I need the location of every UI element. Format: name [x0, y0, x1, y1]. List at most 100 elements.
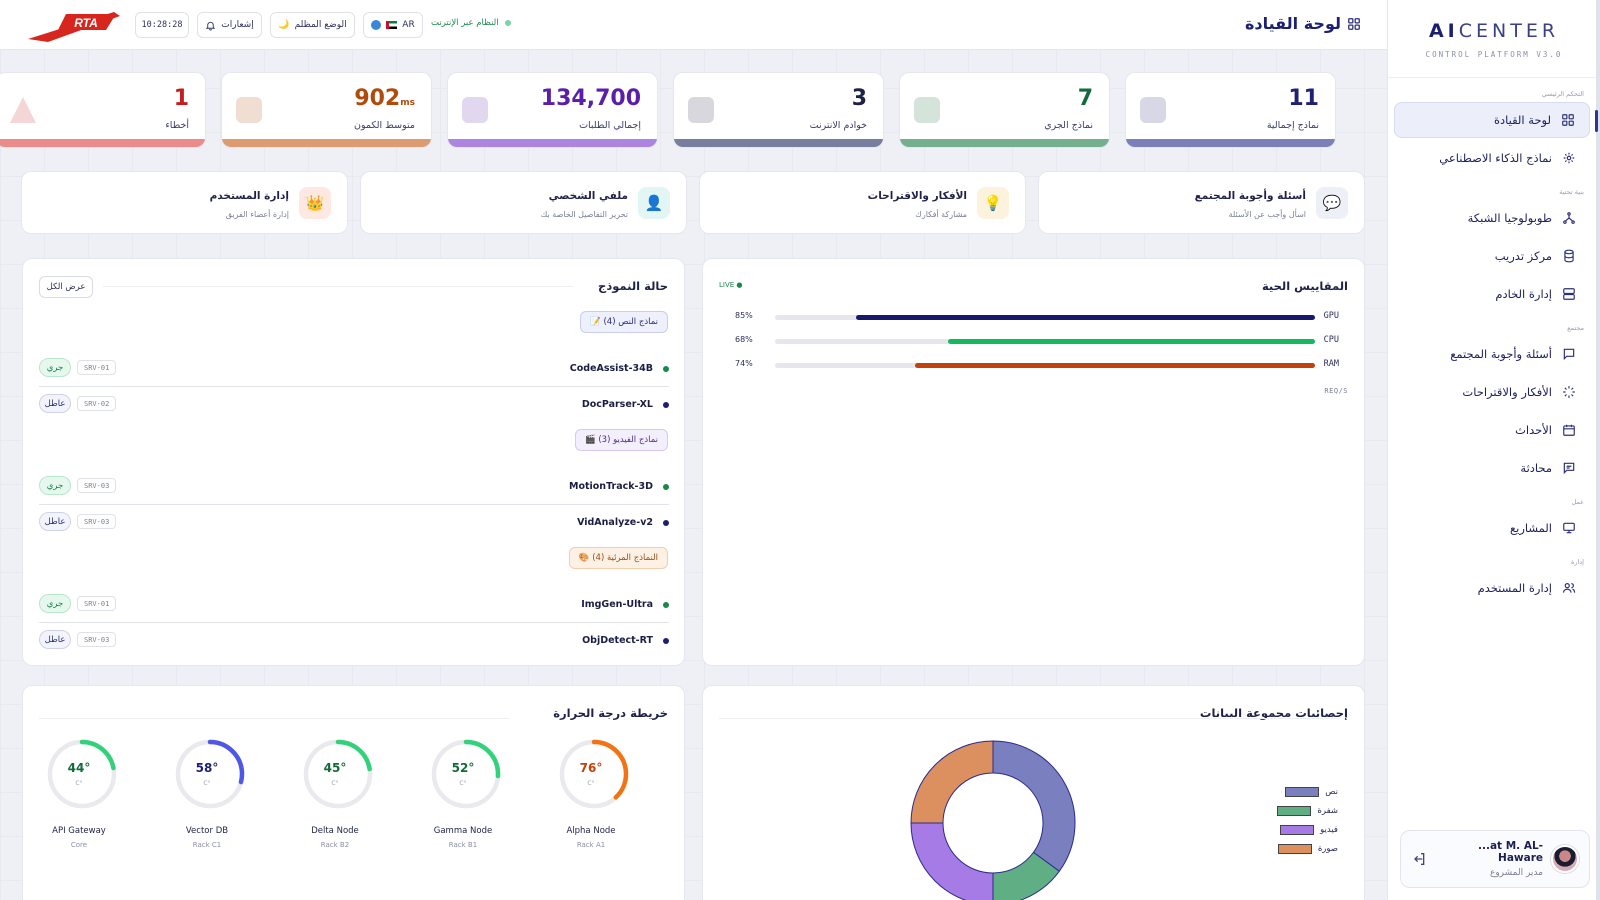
sidebar-item-dashboard[interactable]: لوحة القيادة [1394, 102, 1598, 138]
quick-link-card[interactable]: 👤 ملفي الشخصي تحرير التفاصيل الخاصة بك [360, 171, 687, 234]
model-name: ObjDetect-RT [582, 635, 653, 646]
quick-link-card[interactable]: 💡 الأفكار والاقتراحات مشاركة أفكارك [699, 171, 1026, 234]
reqs-label: REQ/S [1324, 387, 1348, 395]
logo-text: RTA [74, 16, 98, 30]
grid-icon [1348, 17, 1360, 30]
clock-text: 10:28:28 [141, 20, 183, 30]
language-button[interactable]: AR [363, 12, 423, 38]
metric-name: RAM [1323, 359, 1339, 369]
quick-link-subtitle: مشاركة أفكارك [915, 210, 967, 219]
model-group-tag[interactable]: 📝 نماذج النص (4) [580, 311, 668, 333]
notifications-button[interactable]: إشعارات [197, 12, 262, 38]
gauge-unit: C° [331, 780, 339, 787]
quick-link-icon: 👑 [299, 187, 331, 219]
model-name: VidAnalyze-v2 [577, 517, 653, 528]
sidebar-item-chat[interactable]: محادثة [1394, 450, 1590, 486]
donut-slice-1[interactable] [992, 740, 1076, 872]
gauge-ring [175, 739, 245, 809]
page-title-text: لوحة القيادة [1244, 14, 1341, 33]
bolt-icon [914, 97, 940, 123]
section-infra: بنية تحتية [1559, 188, 1584, 196]
quick-link-icon: 💬 [1316, 187, 1348, 219]
sidebar-item-label: الأحداث [1515, 423, 1552, 437]
model-row[interactable]: ObjDetect-RT SRV-03 عاطل [39, 623, 669, 659]
title-divider [103, 286, 573, 287]
legend-item[interactable]: نص [1277, 782, 1338, 801]
model-name: ImgGen-Ultra [581, 599, 653, 610]
sidebar-scrollbar[interactable] [1596, 0, 1600, 900]
moon-icon: 🌙 [278, 20, 290, 30]
donut-slice-2[interactable] [992, 851, 1061, 900]
model-row[interactable]: ImgGen-Ultra SRV-01 جري [39, 587, 669, 623]
quick-link-card[interactable]: 💬 أسئلة وأجوبة المجتمع اسأل وأجب عن الأسئل… [1038, 171, 1365, 234]
globe-icon [371, 20, 382, 30]
logout-icon[interactable] [1411, 851, 1427, 867]
section-admin: إدارة [1570, 558, 1584, 566]
temperature-gauge[interactable]: 58° C° Vector DB Rack C1 [170, 737, 250, 857]
node-rack: Rack C1 [192, 841, 222, 849]
dataset-stats-panel: إحصائيات مجموعة البيانات نص شفرة فيديو صورة [702, 685, 1365, 900]
quick-link-icon: 👤 [638, 187, 670, 219]
model-row[interactable]: CodeAssist-34B SRV-01 جري [39, 351, 669, 387]
sidebar-item-ai-models[interactable]: نماذج الذكاء الاصطناعي [1394, 140, 1590, 176]
stat-card: 1 أخطاء [0, 72, 206, 148]
donut-slice-3[interactable] [910, 822, 994, 900]
avatar [1551, 845, 1579, 873]
donut-slice-4[interactable] [910, 740, 994, 824]
legend-item[interactable]: شفرة [1277, 801, 1338, 820]
section-main: التحكم الرئيسي [1541, 90, 1584, 98]
model-group-tag[interactable]: 🎬 نماذج الفيديو (3) [575, 429, 668, 451]
server-tag: SRV-02 [77, 396, 117, 411]
user-card[interactable]: ...at M. AL-Haware مدير المشروع [1400, 830, 1590, 888]
quick-link-card[interactable]: 👑 إدارة المستخدم إدارة أعضاء الفريق [21, 171, 348, 234]
quick-link-icon: 💡 [977, 187, 1009, 219]
quick-link-subtitle: إدارة أعضاء الفريق [225, 210, 289, 219]
status-badge: عاطل [39, 630, 71, 649]
clock-display: 10:28:28 [135, 12, 189, 38]
temperature-gauge[interactable]: 76° C° Alpha Node Rack A1 [554, 737, 634, 857]
quick-link-subtitle: اسأل وأجب عن الأسئلة [1228, 210, 1306, 219]
temperature-gauge[interactable]: 52° C° Gamma Node Rack B1 [426, 737, 506, 857]
sidebar-item-users[interactable]: إدارة المستخدم [1394, 570, 1590, 606]
warning-icon [10, 97, 36, 123]
sidebar-item-training[interactable]: مركز تدريب [1394, 238, 1590, 274]
stat-number: 902 [354, 86, 401, 111]
gauge-value: 76° [579, 761, 603, 775]
stat-card: 902ms متوسط الكمون [221, 72, 432, 148]
stat-unit: ms [400, 98, 415, 108]
model-name: CodeAssist-34B [569, 363, 653, 374]
sidebar-item-projects[interactable]: المشاريع [1394, 510, 1590, 546]
temperature-gauge[interactable]: 44° C° API Gateway Core [42, 737, 122, 857]
node-name: Delta Node [311, 826, 359, 836]
model-row[interactable]: MotionTrack-3D SRV-03 جري [39, 469, 669, 505]
sidebar-item-qa[interactable]: أسئلة وأجوبة المجتمع [1394, 336, 1590, 372]
stat-card: 7 نماذج الجري [899, 72, 1110, 148]
live-badge: LIVE ● [719, 281, 743, 289]
legend-label: صورة [1317, 843, 1338, 854]
legend-item[interactable]: فيديو [1277, 820, 1338, 839]
brand-ai: AI [1428, 20, 1459, 42]
temperature-gauge[interactable]: 45° C° Delta Node Rack B2 [298, 737, 378, 857]
metric-percent: 85% [735, 311, 753, 320]
rta-logo[interactable]: RTA [28, 8, 120, 42]
view-all-button[interactable]: عرض الكل [39, 276, 93, 298]
metric-fill [915, 363, 1315, 368]
sidebar-item-topology[interactable]: طوبولوجيا الشبكة [1394, 200, 1590, 236]
quick-link-subtitle: تحرير التفاصيل الخاصة بك [540, 210, 628, 219]
chart-icon [462, 97, 488, 123]
sidebar-item-servers[interactable]: إدارة الخادم [1394, 276, 1590, 312]
gauge-arc [559, 739, 629, 809]
server-tag: SRV-01 [77, 360, 117, 375]
sidebar-item-ideas[interactable]: الأفكار والاقتراحات [1394, 374, 1590, 410]
grid-icon [1562, 114, 1574, 126]
model-row[interactable]: DocParser-XL SRV-02 عاطل [39, 387, 669, 423]
model-row[interactable]: VidAnalyze-v2 SRV-03 عاطل [39, 505, 669, 541]
legend-item[interactable]: صورة [1277, 839, 1338, 858]
model-group-tag[interactable]: 🎨 النماذج المرئية (4) [568, 547, 668, 569]
sidebar-item-events[interactable]: الأحداث [1394, 412, 1590, 448]
sidebar-item-label: الأفكار والاقتراحات [1462, 385, 1552, 399]
stat-label: نماذج الجري [1044, 120, 1093, 131]
node-name: Gamma Node [433, 826, 493, 836]
dark-mode-toggle[interactable]: 🌙 الوضع المظلم [270, 12, 355, 38]
server-icon [688, 97, 714, 123]
